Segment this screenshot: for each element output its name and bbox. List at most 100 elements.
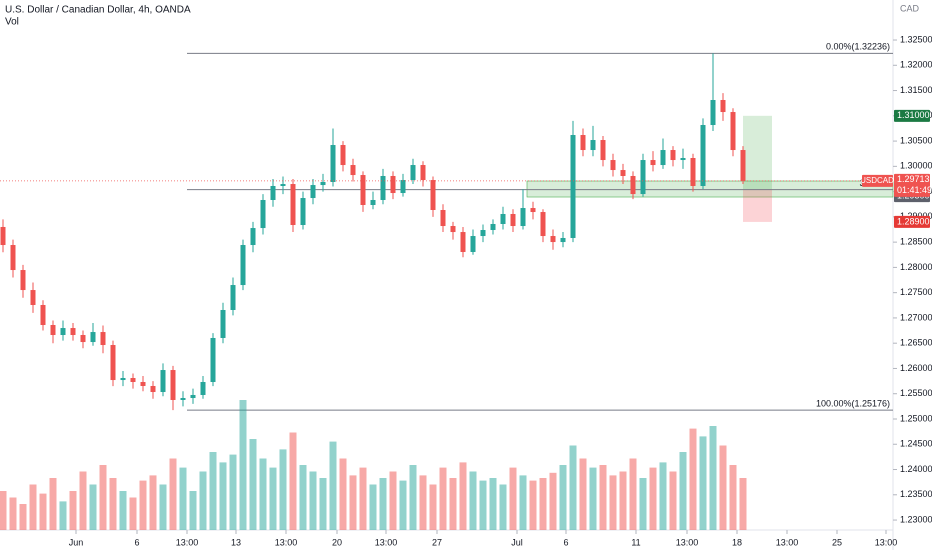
candle-body bbox=[640, 160, 646, 195]
volume-bar bbox=[569, 445, 577, 530]
volume-bar bbox=[389, 471, 397, 530]
volume-bar bbox=[449, 478, 457, 530]
candle-body bbox=[100, 332, 106, 346]
candle-body bbox=[560, 237, 566, 243]
candle-body bbox=[530, 208, 536, 213]
volume-bar bbox=[79, 471, 87, 530]
y-tick-label: 1.31500 bbox=[900, 85, 932, 95]
volume-bar bbox=[159, 484, 167, 530]
volume-bar bbox=[509, 467, 517, 530]
volume-bar bbox=[709, 426, 717, 530]
volume-bar bbox=[169, 458, 177, 530]
candle-body bbox=[310, 185, 316, 199]
candle-body bbox=[50, 325, 56, 336]
x-tick-label: 13:00 bbox=[875, 537, 898, 547]
volume-bar bbox=[69, 491, 77, 530]
y-tick-label: 1.28000 bbox=[900, 262, 932, 272]
volume-bar bbox=[379, 478, 387, 530]
candle-body bbox=[710, 99, 716, 126]
y-tick-label: 1.23500 bbox=[900, 489, 932, 499]
candle-body bbox=[600, 140, 606, 161]
chart-title: U.S. Dollar / Canadian Dollar, 4h, OANDA bbox=[5, 5, 191, 16]
volume-bar bbox=[29, 484, 37, 530]
x-tick-label: Jun bbox=[69, 537, 84, 547]
volume-bar bbox=[329, 441, 337, 530]
position-target bbox=[743, 115, 772, 190]
y-tick-label: 1.27500 bbox=[900, 287, 932, 297]
y-tick-label: 1.28500 bbox=[900, 237, 932, 247]
volume-bar bbox=[589, 467, 597, 530]
candle-body bbox=[470, 236, 476, 252]
volume-bar bbox=[119, 491, 127, 530]
candle-body bbox=[280, 184, 286, 186]
x-tick-label: 6 bbox=[134, 537, 139, 547]
y-tick-label: 1.25000 bbox=[900, 413, 932, 423]
volume-bar bbox=[249, 439, 257, 530]
volume-bar bbox=[129, 497, 137, 530]
x-tick-label: 13:00 bbox=[776, 537, 799, 547]
volume-bar bbox=[429, 484, 437, 530]
volume-bar bbox=[529, 480, 537, 530]
candle-body bbox=[140, 382, 146, 386]
volume-bar bbox=[409, 465, 417, 530]
volume-bar bbox=[669, 471, 677, 530]
candle-body bbox=[630, 175, 636, 195]
y-tick-label: 1.30500 bbox=[900, 135, 932, 145]
candle-body bbox=[260, 199, 266, 229]
volume-bar bbox=[179, 467, 187, 530]
y-tick-label: 1.32000 bbox=[900, 60, 932, 70]
volume-bar bbox=[549, 472, 557, 530]
candle-body bbox=[250, 228, 256, 246]
symbol-tag: USDCAD bbox=[860, 176, 894, 185]
x-tick-label: 18 bbox=[732, 537, 742, 547]
candle-body bbox=[240, 245, 246, 286]
y-tick-label: 1.23000 bbox=[900, 514, 932, 524]
position-stop bbox=[743, 189, 772, 222]
candle-body bbox=[20, 270, 26, 291]
y-tick-label: 1.32500 bbox=[900, 34, 932, 44]
volume-bar bbox=[239, 400, 247, 530]
volume-bar bbox=[559, 465, 567, 530]
volume-bar bbox=[599, 465, 607, 530]
volume-bar bbox=[459, 462, 467, 530]
volume-bar bbox=[299, 465, 307, 530]
volume-bar bbox=[289, 432, 297, 530]
volume-bar bbox=[629, 458, 637, 530]
candle-body bbox=[120, 378, 126, 381]
candle-body bbox=[180, 398, 186, 400]
candle-body bbox=[700, 125, 706, 186]
candle-body bbox=[210, 337, 216, 383]
x-tick-label: 25 bbox=[832, 537, 842, 547]
volume-bar bbox=[729, 465, 737, 530]
candle-body bbox=[520, 208, 526, 227]
candle-body bbox=[720, 99, 726, 113]
candle-body bbox=[440, 209, 446, 227]
candle-body bbox=[220, 309, 226, 338]
candle-body bbox=[510, 213, 516, 227]
candle-body bbox=[650, 160, 656, 166]
candle-body bbox=[400, 180, 406, 194]
volume-bar bbox=[679, 452, 687, 530]
candle-body bbox=[60, 328, 66, 336]
candle-body bbox=[620, 170, 626, 176]
candle-body bbox=[90, 332, 96, 343]
candle-body bbox=[590, 140, 596, 151]
volume-bar bbox=[339, 458, 347, 530]
x-tick-label: 11 bbox=[631, 537, 640, 547]
candle-body bbox=[390, 175, 396, 194]
volume-bar bbox=[479, 480, 487, 530]
countdown-label: 01:41:49 bbox=[897, 185, 932, 195]
volume-bar bbox=[309, 471, 317, 530]
x-tick-label: 6 bbox=[563, 537, 568, 547]
x-tick-label: 20 bbox=[332, 537, 342, 547]
volume-bar bbox=[279, 449, 287, 530]
candle-body bbox=[200, 382, 206, 395]
x-tick-label: 27 bbox=[432, 537, 442, 547]
fib-level-label: 100.00%(1.25176) bbox=[816, 398, 890, 408]
candle-body bbox=[160, 370, 166, 393]
candle-body bbox=[340, 145, 346, 166]
volume-bar bbox=[439, 467, 447, 530]
volume-bar bbox=[619, 471, 627, 530]
volume-bar bbox=[219, 462, 227, 530]
candle-body bbox=[450, 226, 456, 233]
